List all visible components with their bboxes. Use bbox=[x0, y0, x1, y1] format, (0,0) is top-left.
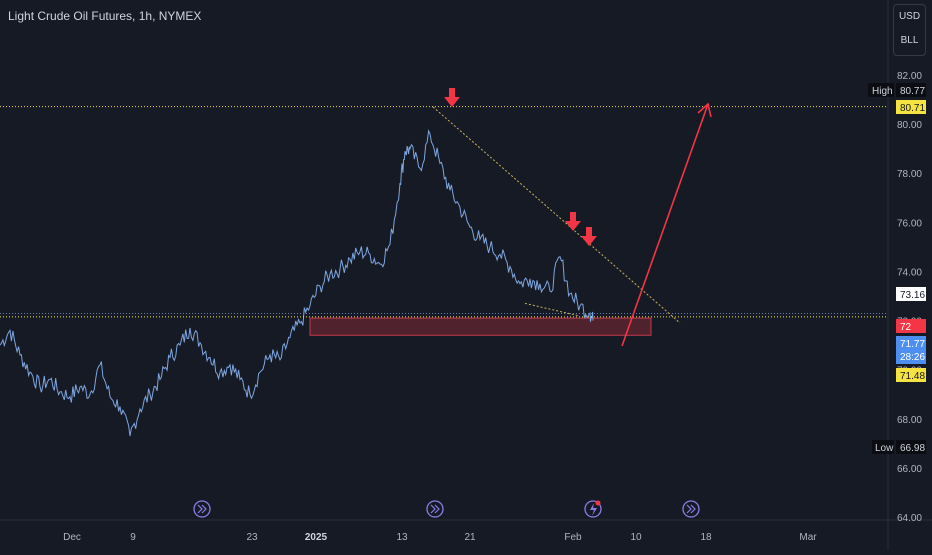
lower-trendline[interactable] bbox=[524, 302, 579, 317]
low-price-label: 66.98 bbox=[900, 443, 925, 454]
chevron-icon bbox=[430, 504, 440, 514]
y-tick-label: 68.00 bbox=[897, 415, 922, 426]
forward-event-icon[interactable] bbox=[193, 500, 211, 518]
x-tick-label: Dec bbox=[63, 532, 81, 543]
support-price-label: 71.48 bbox=[900, 371, 925, 382]
projection-arrow-head bbox=[697, 102, 712, 118]
y-tick-label: 66.00 bbox=[897, 464, 922, 475]
x-tick-label: Feb bbox=[564, 532, 582, 543]
y-tick-label: 76.00 bbox=[897, 218, 922, 229]
low-tag-label: Low bbox=[875, 443, 894, 454]
y-tick-label: 82.00 bbox=[897, 71, 922, 82]
x-tick-label: 9 bbox=[130, 532, 136, 543]
recent-high-label-bg bbox=[896, 100, 926, 114]
level-label: 73.16 bbox=[900, 290, 925, 301]
bid-price-label: 71.77 bbox=[900, 339, 925, 350]
notification-dot bbox=[595, 500, 601, 506]
current-price-label-bg bbox=[896, 319, 926, 333]
chevron-icon bbox=[686, 504, 696, 514]
high-price-label: 80.77 bbox=[900, 86, 925, 97]
x-tick-label: Mar bbox=[799, 532, 817, 543]
countdown-label: 28:26 bbox=[900, 352, 925, 363]
high-tag-label: High bbox=[872, 86, 893, 97]
price-series-line bbox=[0, 129, 594, 437]
low-price-label-bg bbox=[896, 440, 926, 454]
descending-trendline[interactable] bbox=[432, 106, 681, 324]
lightning-icon bbox=[590, 503, 597, 516]
y-tick-label: 74.00 bbox=[897, 267, 922, 278]
x-tick-label: 10 bbox=[630, 532, 642, 543]
y-tick-label: 80.00 bbox=[897, 120, 922, 131]
x-tick-label: 2025 bbox=[305, 532, 328, 543]
x-tick-label: 18 bbox=[700, 532, 712, 543]
y-tick-label: 78.00 bbox=[897, 169, 922, 180]
down-arrow-icon[interactable] bbox=[444, 88, 460, 107]
chart-title: Light Crude Oil Futures, 1h, NYMEX bbox=[8, 9, 202, 23]
low-tag-bg bbox=[872, 440, 894, 454]
forward-event-icon[interactable] bbox=[426, 500, 444, 518]
lightning-event-icon[interactable] bbox=[584, 500, 602, 518]
high-price-label-bg bbox=[896, 83, 926, 97]
current-price-label: 72 bbox=[900, 322, 912, 333]
x-tick-label: 23 bbox=[246, 532, 258, 543]
currency-label: USD bbox=[898, 11, 921, 22]
down-arrow-icon[interactable] bbox=[581, 227, 597, 246]
y-tick-label: 64.00 bbox=[897, 513, 922, 524]
recent-high-label: 80.71 bbox=[900, 103, 925, 114]
projection-arrow[interactable] bbox=[621, 103, 709, 347]
x-tick-label: 13 bbox=[396, 532, 408, 543]
support-price-label-bg bbox=[896, 368, 926, 382]
down-arrow-icon[interactable] bbox=[565, 212, 581, 231]
forward-event-icon[interactable] bbox=[682, 500, 700, 518]
support-zone[interactable] bbox=[309, 317, 652, 336]
currency-unit-selector[interactable]: USD BLL bbox=[893, 4, 926, 56]
chevron-icon bbox=[197, 504, 207, 514]
bid-label-bg bbox=[896, 336, 926, 364]
high-tag-bg bbox=[868, 83, 894, 97]
unit-label: BLL bbox=[900, 35, 919, 46]
level-label-bg bbox=[896, 287, 926, 301]
x-tick-label: 21 bbox=[464, 532, 476, 543]
